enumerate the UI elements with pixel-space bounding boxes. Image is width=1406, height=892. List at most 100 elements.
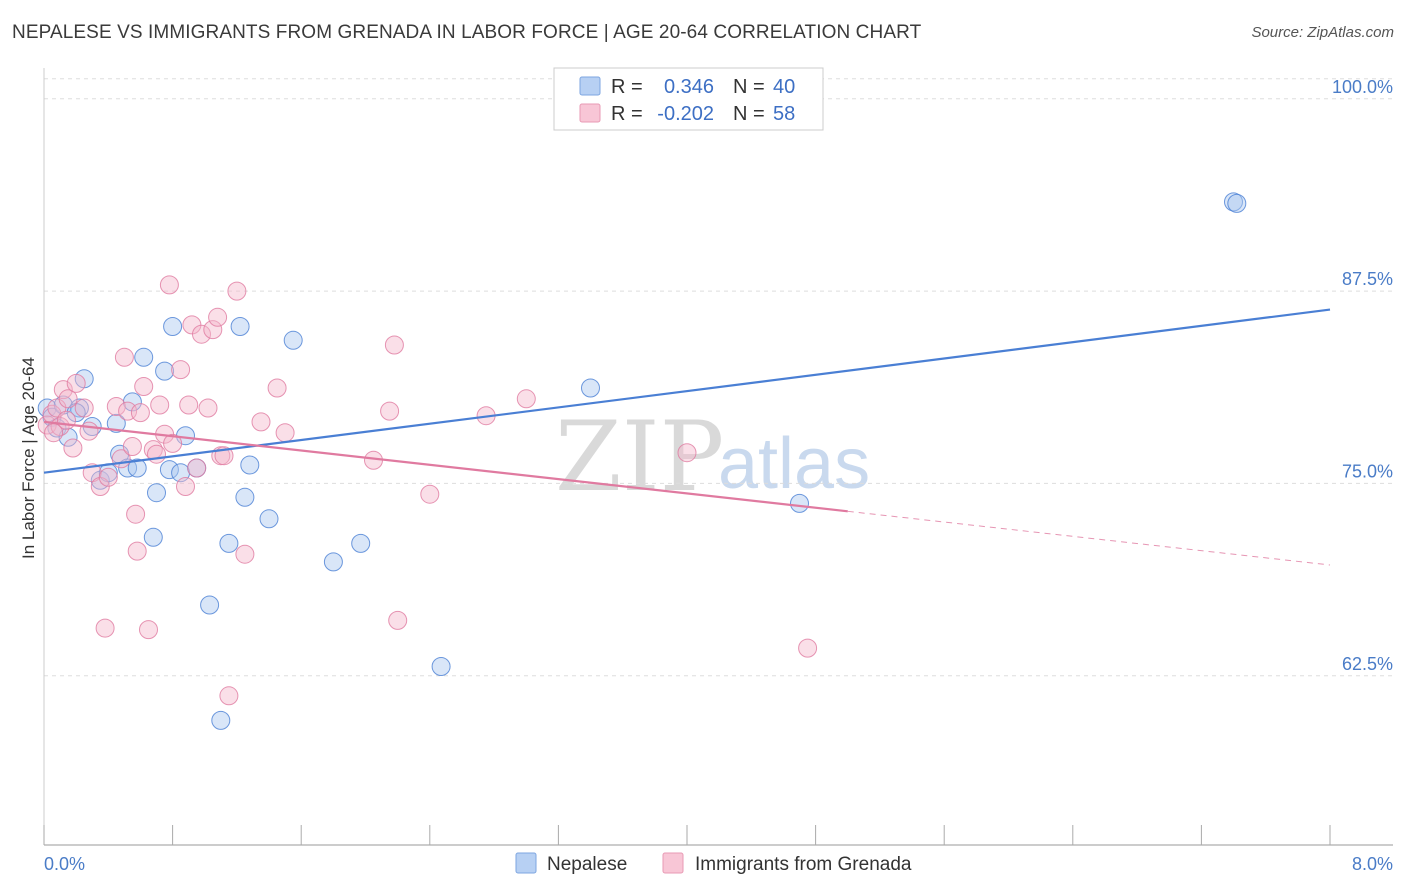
legend-r-value-2: -0.202 xyxy=(657,103,714,125)
point-nepalese xyxy=(106,413,126,433)
trend-line-grenada-extrapolated xyxy=(847,510,1331,566)
legend-swatch-pink xyxy=(579,103,601,123)
legend-n-value-1: 40 xyxy=(773,76,795,98)
y-axis-label: In Labor Force | Age 20-64 xyxy=(19,357,38,559)
point-grenada xyxy=(171,360,191,380)
trend-line-grenada xyxy=(43,420,848,513)
point-grenada xyxy=(176,477,195,496)
point-nepalese xyxy=(200,595,220,615)
point-grenada xyxy=(677,443,697,463)
x-tick-label-min: 0.0% xyxy=(44,854,85,874)
point-grenada xyxy=(420,484,440,504)
point-grenada xyxy=(203,320,223,340)
point-grenada xyxy=(150,395,170,415)
point-nepalese xyxy=(134,347,154,367)
point-nepalese xyxy=(1227,193,1247,213)
point-grenada xyxy=(134,377,154,396)
source-credit: Source: ZipAtlas.com xyxy=(1251,24,1394,41)
point-grenada xyxy=(388,610,408,630)
point-nepalese xyxy=(230,317,250,336)
point-grenada xyxy=(198,398,218,418)
point-nepalese xyxy=(240,455,260,475)
point-grenada xyxy=(275,423,295,443)
chart-title: NEPALESE VS IMMIGRANTS FROM GRENADA IN L… xyxy=(12,22,922,43)
point-nepalese xyxy=(58,427,78,447)
point-nepalese xyxy=(323,552,343,572)
y-tick-label: 87.5% xyxy=(1342,269,1393,289)
point-grenada xyxy=(58,389,78,409)
stats-legend: R = 0.346 N = 40 R = -0.202 N = 58 xyxy=(553,67,824,131)
trend-lines xyxy=(43,308,1331,566)
series-swatch-grenada xyxy=(662,852,684,874)
point-nepalese xyxy=(122,392,142,412)
point-nepalese xyxy=(127,458,147,478)
point-nepalese xyxy=(235,487,255,507)
point-grenada xyxy=(98,467,118,487)
watermark-zip: ZIP xyxy=(555,401,724,513)
legend-n-value-2: 58 xyxy=(773,103,795,125)
point-grenada xyxy=(127,541,147,561)
point-nepalese xyxy=(259,509,279,529)
series-swatch-nepalese xyxy=(515,852,537,874)
point-nepalese xyxy=(1224,192,1243,212)
legend-r-label-2: R = xyxy=(611,103,643,125)
series-label-grenada: Immigrants from Grenada xyxy=(695,854,912,875)
point-grenada xyxy=(57,410,76,430)
point-nepalese xyxy=(790,493,809,513)
point-grenada xyxy=(384,335,404,355)
point-grenada xyxy=(235,544,255,564)
point-grenada xyxy=(74,398,94,418)
grid-lines xyxy=(44,78,1393,677)
point-grenada xyxy=(79,421,99,441)
point-grenada xyxy=(251,412,271,432)
legend-n-label-1: N = xyxy=(733,76,765,98)
point-grenada xyxy=(380,401,400,421)
point-grenada xyxy=(267,378,287,398)
point-grenada xyxy=(106,397,126,416)
point-nepalese xyxy=(581,378,600,398)
point-nepalese xyxy=(159,460,179,480)
y-axis-tick-labels: 62.5% 75.0% 87.5% 100.0% xyxy=(1332,77,1393,674)
y-tick-label: 62.5% xyxy=(1342,654,1393,674)
point-grenada xyxy=(516,389,536,409)
scatter-points xyxy=(37,192,1247,730)
point-grenada xyxy=(114,347,134,367)
point-grenada xyxy=(219,686,239,706)
point-grenada xyxy=(798,638,818,658)
point-grenada xyxy=(159,275,179,295)
point-grenada xyxy=(147,444,166,464)
point-grenada xyxy=(130,403,150,423)
point-grenada xyxy=(66,373,86,393)
point-nepalese xyxy=(143,527,163,547)
point-grenada xyxy=(192,324,211,344)
point-grenada xyxy=(139,620,158,640)
legend-swatch-blue xyxy=(579,76,601,96)
point-grenada xyxy=(179,395,199,415)
point-nepalese xyxy=(219,533,239,553)
x-axis-ticks xyxy=(43,825,1331,845)
x-tick-label-max: 8.0% xyxy=(1352,854,1393,874)
legend-n-label-2: N = xyxy=(733,103,765,125)
point-nepalese xyxy=(155,361,175,381)
y-tick-label: 100.0% xyxy=(1332,77,1393,97)
point-grenada xyxy=(208,307,228,327)
series-legend: Nepalese Immigrants from Grenada xyxy=(515,852,912,875)
legend-r-value-1: 0.346 xyxy=(664,76,714,98)
watermark-atlas: atlas xyxy=(718,424,870,504)
point-grenada xyxy=(227,281,247,301)
point-nepalese xyxy=(283,330,303,350)
point-grenada xyxy=(163,433,183,453)
point-nepalese xyxy=(211,710,231,730)
point-nepalese xyxy=(147,483,166,503)
y-tick-label: 75.0% xyxy=(1342,461,1393,481)
point-grenada xyxy=(63,438,83,458)
legend-r-label-1: R = xyxy=(611,76,643,98)
series-label-nepalese: Nepalese xyxy=(547,854,627,875)
point-grenada xyxy=(95,618,115,638)
point-nepalese xyxy=(431,657,451,676)
point-grenada xyxy=(126,504,146,524)
x-axis-tick-labels: 0.0% 8.0% xyxy=(44,854,1393,874)
point-nepalese xyxy=(351,533,371,553)
point-grenada xyxy=(122,437,142,456)
